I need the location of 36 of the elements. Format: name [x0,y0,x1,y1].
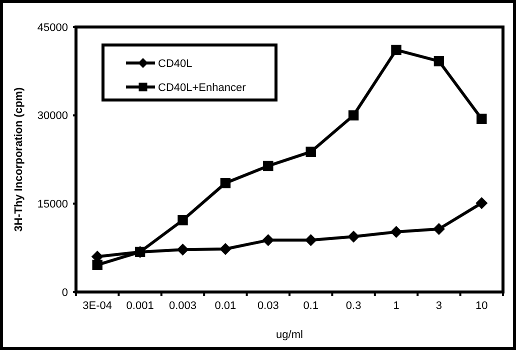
x-tick-label: 0.003 [168,300,197,312]
x-tick-label: 1 [393,300,400,312]
point [178,215,188,226]
y-tick-label: 30000 [37,110,68,122]
point [304,234,317,246]
point [262,234,274,246]
x-tick-label: 3E-04 [82,300,112,312]
x-tick-label: 0.001 [126,300,154,312]
point [434,56,444,66]
point [219,243,232,256]
point [134,246,146,258]
point [348,230,360,243]
point [390,226,402,238]
point [306,146,316,157]
x-tick-label: 0.3 [346,300,362,312]
y-tick-label: 0 [62,286,68,299]
y-tick-label: 15000 [37,198,68,211]
y-axis-title: 3H-Thy Incorporation (cpm) [13,87,25,232]
point [476,114,487,124]
x-tick-label: 0.1 [303,300,318,312]
point [476,197,488,210]
x-tick-label: 10 [476,300,488,312]
point [220,178,231,188]
y-tick-label: 45000 [37,22,68,34]
point [263,160,274,172]
point [348,110,359,120]
x-axis-title: ug/ml [276,329,303,341]
point [176,244,189,256]
legend-label: CD40L+Enhancer [158,82,246,94]
x-tick-label: 3 [436,300,442,312]
x-tick-label: 0.03 [257,300,279,312]
legend-label: CD40L [158,58,192,70]
point [92,260,102,270]
x-tick-label: 0.01 [214,300,236,312]
point [391,44,402,56]
point [432,222,445,235]
